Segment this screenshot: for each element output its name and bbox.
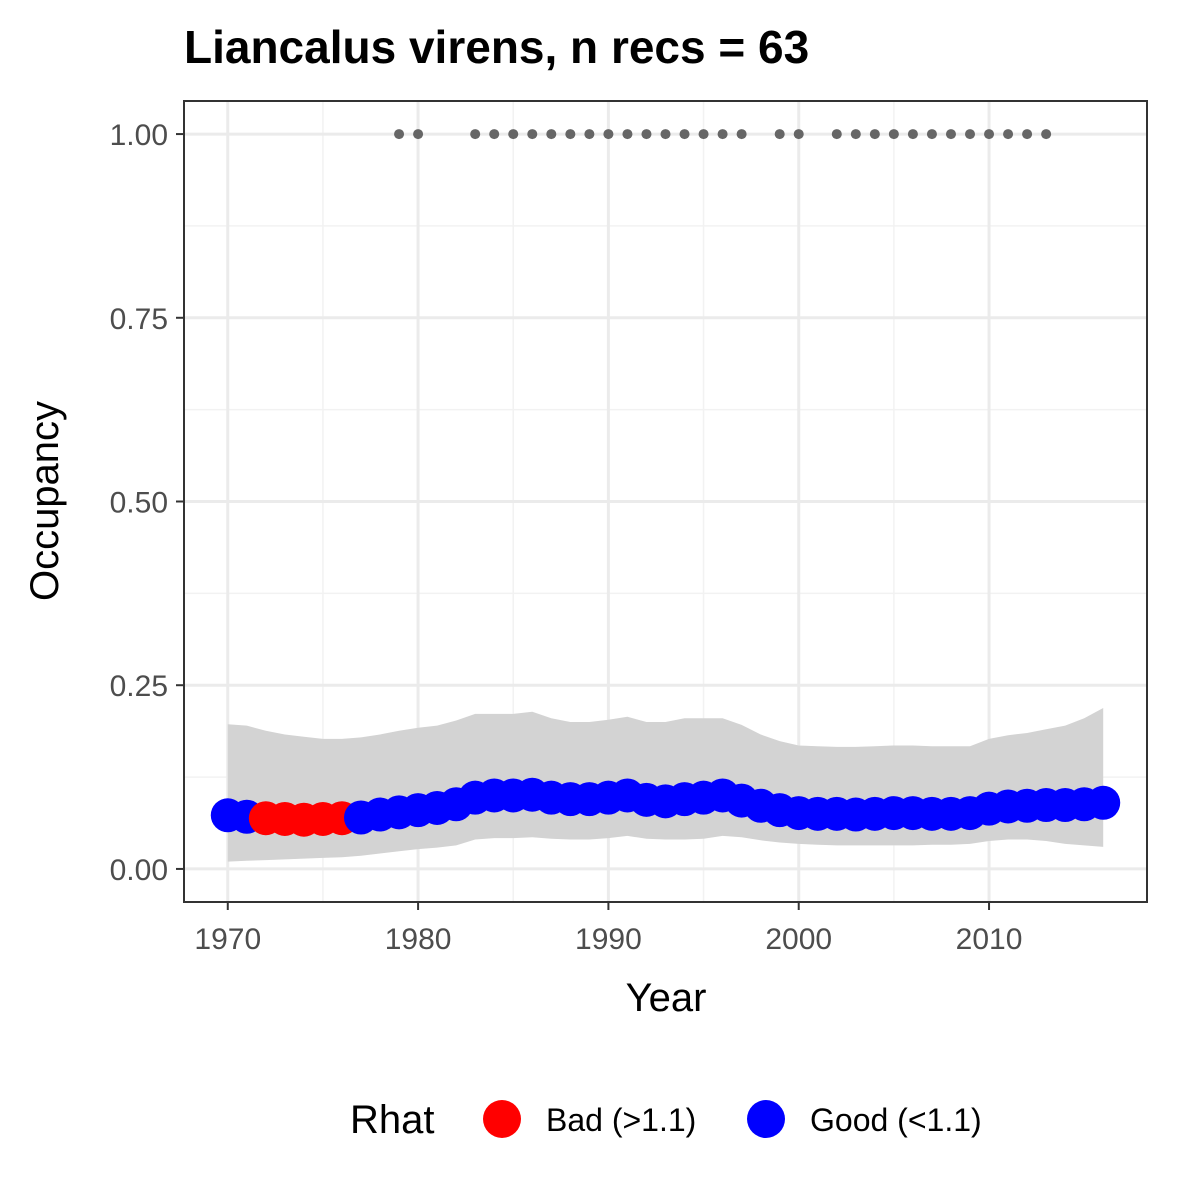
x-tick-label: 1970 bbox=[194, 923, 261, 956]
legend-key-good bbox=[747, 1100, 785, 1138]
record-point bbox=[1003, 129, 1014, 140]
record-point bbox=[945, 129, 956, 140]
record-point bbox=[850, 129, 861, 140]
x-axis-title: Year bbox=[626, 976, 707, 1020]
record-point bbox=[793, 129, 804, 140]
record-point bbox=[508, 129, 519, 140]
record-point bbox=[984, 129, 995, 140]
legend-key-bad bbox=[483, 1100, 521, 1138]
record-point bbox=[1041, 129, 1052, 140]
axis-ticks: 1970 1980 1990 2000 2010 0.00 0.25 0.50 0.75 1.00 bbox=[110, 119, 1023, 956]
record-point bbox=[489, 129, 500, 140]
record-point bbox=[736, 129, 747, 140]
y-tick-label: 1.00 bbox=[110, 119, 168, 152]
y-tick-label: 0.50 bbox=[110, 487, 168, 520]
x-tick-label: 2000 bbox=[765, 923, 832, 956]
record-point bbox=[774, 129, 785, 140]
record-point bbox=[965, 129, 976, 140]
record-point bbox=[888, 129, 899, 140]
record-point bbox=[622, 129, 633, 140]
record-point bbox=[926, 129, 937, 140]
record-point bbox=[907, 129, 918, 140]
records-layer bbox=[394, 129, 1052, 140]
legend-label-good: Good (<1.1) bbox=[810, 1102, 982, 1138]
legend-title: Rhat bbox=[350, 1098, 435, 1142]
record-point bbox=[565, 129, 576, 140]
y-tick-label: 0.75 bbox=[110, 303, 168, 336]
record-point bbox=[413, 129, 424, 140]
record-point bbox=[546, 129, 557, 140]
record-point bbox=[641, 129, 652, 140]
legend-label-bad: Bad (>1.1) bbox=[546, 1102, 696, 1138]
occupancy-points-layer bbox=[210, 777, 1121, 837]
record-point bbox=[660, 129, 671, 140]
occupancy-point bbox=[1086, 785, 1121, 820]
record-point bbox=[394, 129, 405, 140]
legend: Rhat Bad (>1.1) Good (<1.1) bbox=[350, 1098, 982, 1142]
record-point bbox=[527, 129, 538, 140]
y-tick-label: 0.00 bbox=[110, 854, 168, 887]
y-tick-label: 0.25 bbox=[110, 670, 168, 703]
chart-title: Liancalus virens, n recs = 63 bbox=[184, 21, 809, 73]
record-point bbox=[1022, 129, 1033, 140]
record-point bbox=[831, 129, 842, 140]
x-tick-label: 1980 bbox=[385, 923, 452, 956]
x-tick-label: 1990 bbox=[575, 923, 642, 956]
y-axis-title: Occupancy bbox=[23, 401, 67, 601]
record-point bbox=[717, 129, 728, 140]
record-point bbox=[584, 129, 595, 140]
record-point bbox=[698, 129, 709, 140]
record-point bbox=[869, 129, 880, 140]
record-point bbox=[679, 129, 690, 140]
x-tick-label: 2010 bbox=[956, 923, 1023, 956]
record-point bbox=[603, 129, 614, 140]
record-point bbox=[470, 129, 481, 140]
